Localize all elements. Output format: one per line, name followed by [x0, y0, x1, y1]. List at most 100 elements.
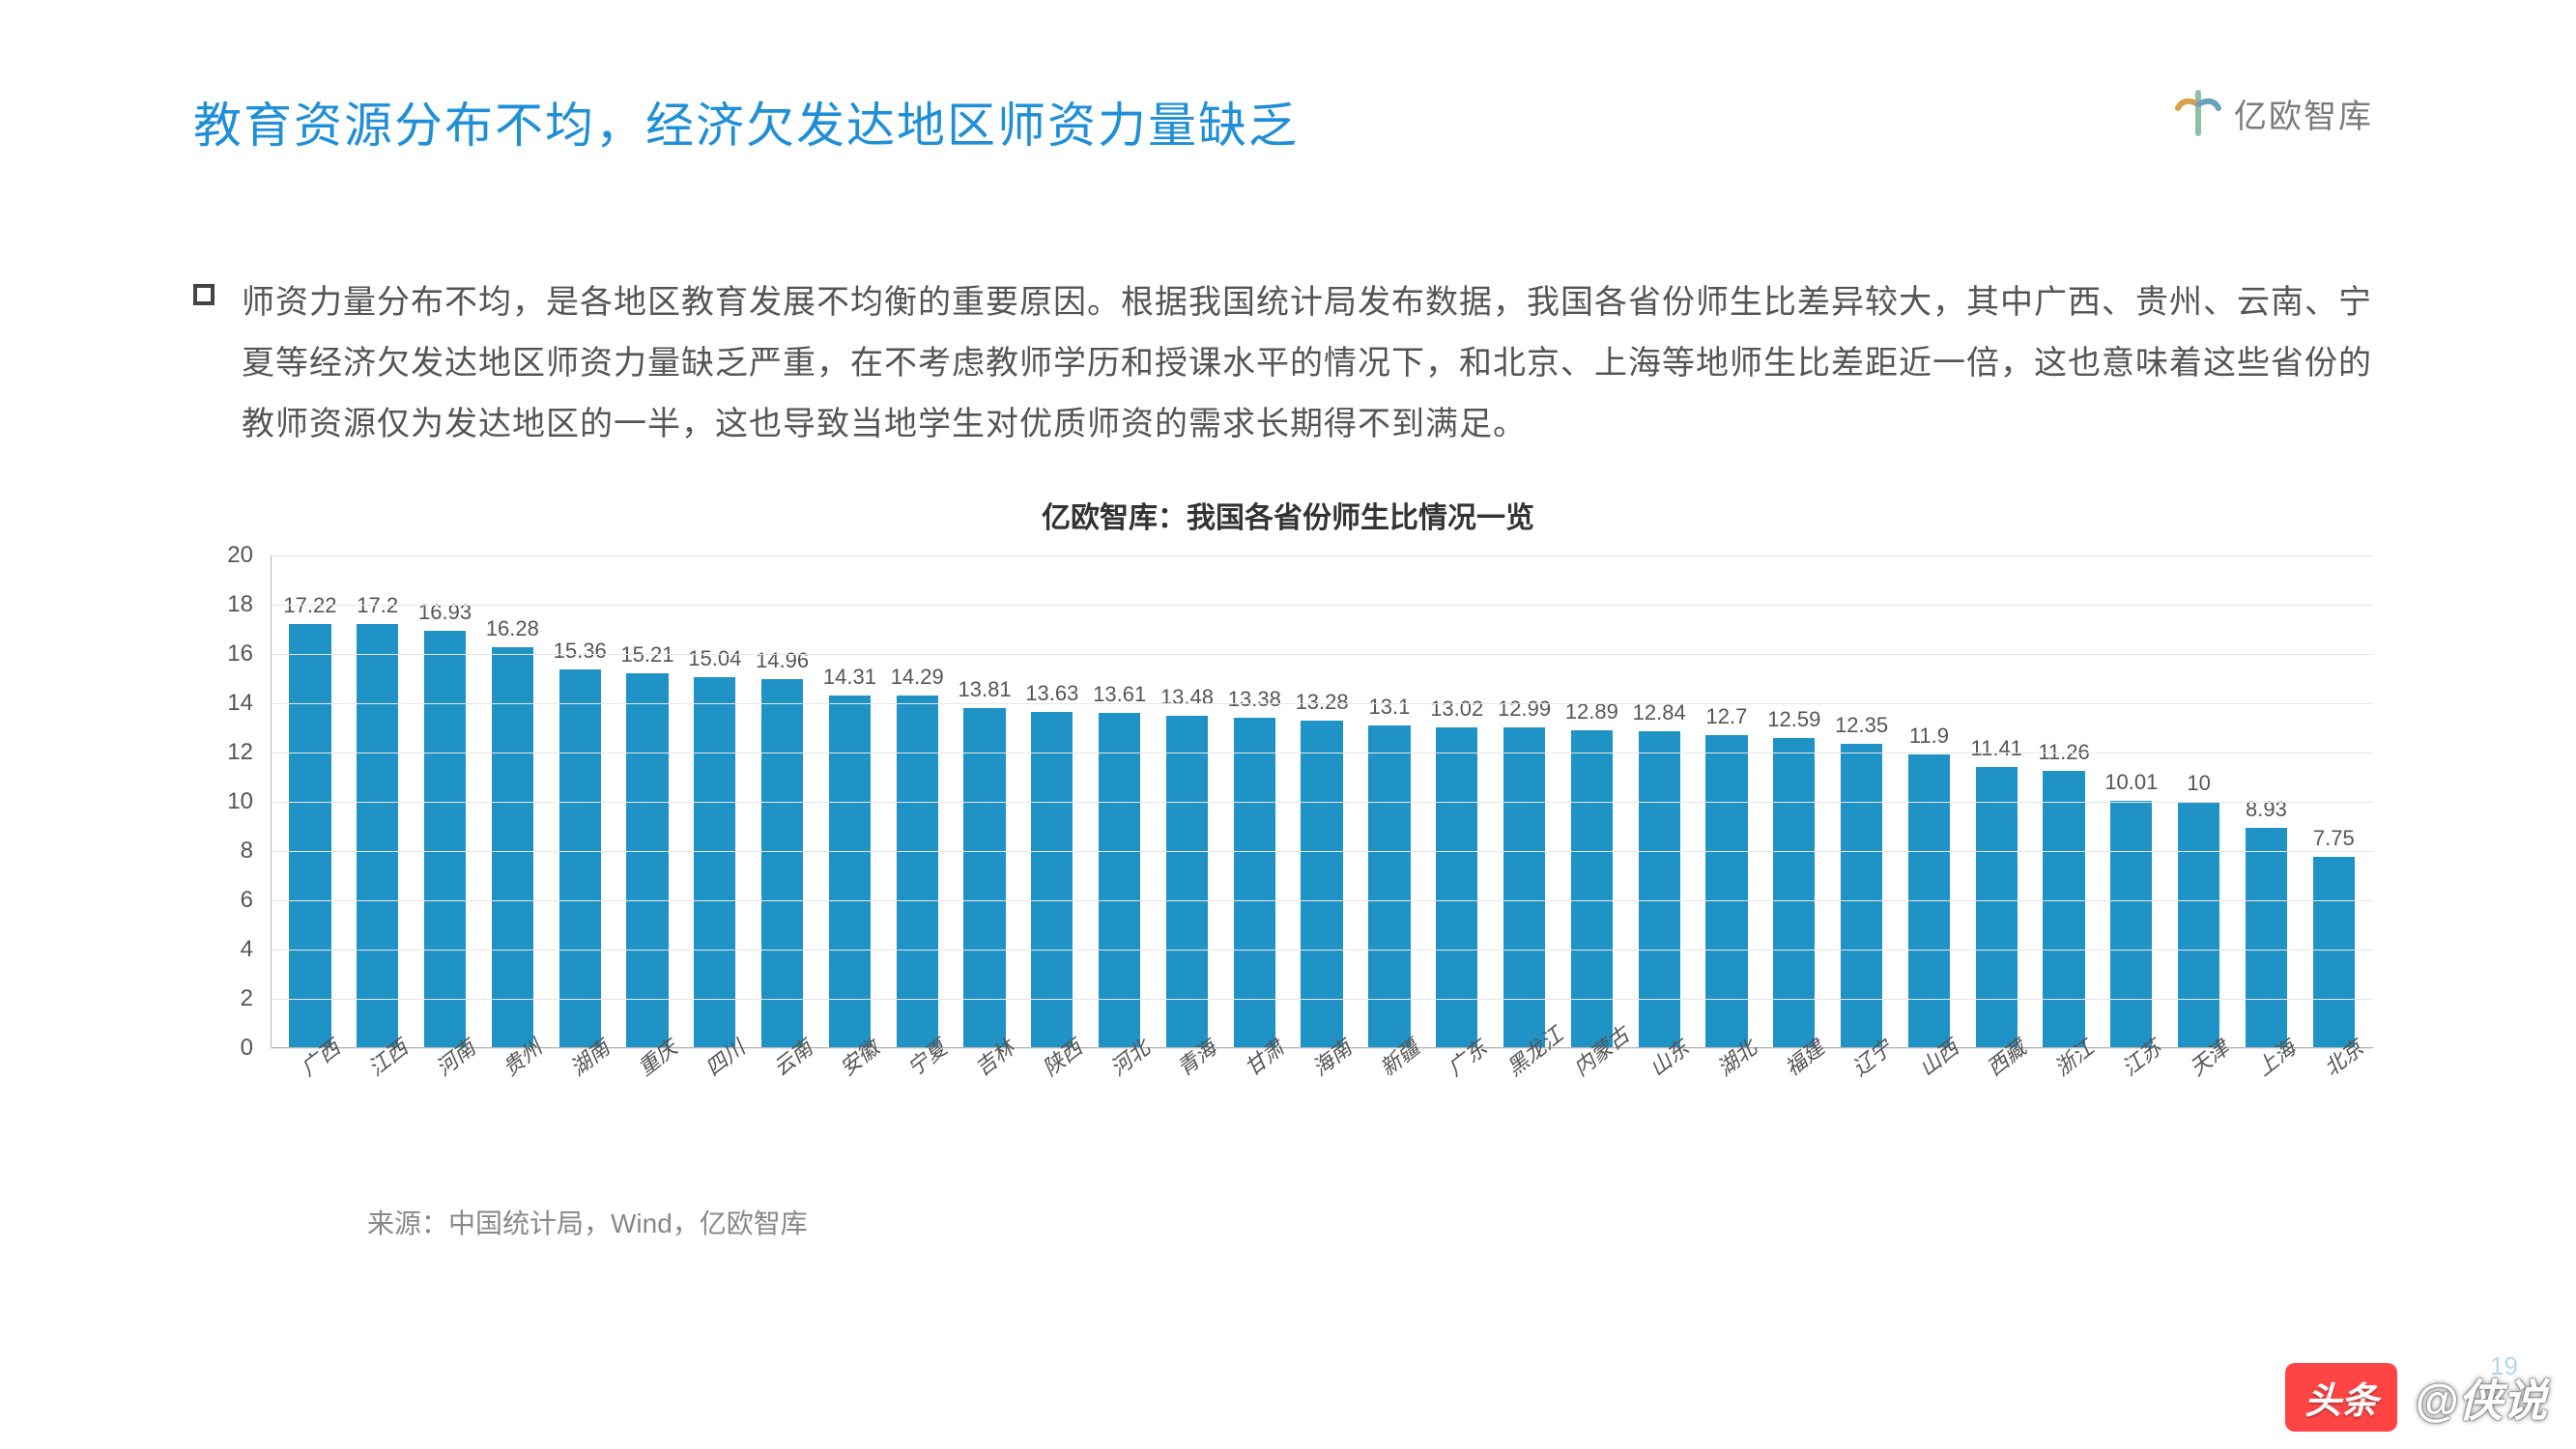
bar-rect: [559, 669, 601, 1048]
slide: 亿欧智库 教育资源分布不均，经济欠发达地区师资力量缺乏 师资力量分布不均，是各地…: [0, 0, 2576, 1449]
logo-text: 亿欧智库: [2234, 90, 2373, 137]
bar-value-label: 15.21: [620, 642, 673, 668]
bar-value-label: 12.7: [1706, 704, 1748, 729]
y-axis: 02468101214161820: [193, 555, 271, 1048]
y-tick-label: 18: [227, 591, 253, 618]
bar-value-label: 12.59: [1767, 707, 1820, 732]
watermark-text: @侠说: [2415, 1366, 2547, 1430]
bar-rect: [2043, 771, 2084, 1048]
plot-area: 17.2217.216.9316.2815.3615.2115.0414.961…: [271, 555, 2373, 1048]
logo: 亿欧智库: [2172, 87, 2373, 139]
bar-rect: [1705, 735, 1747, 1048]
chart-title: 亿欧智库：我国各省份师生比情况一览: [193, 494, 2383, 536]
gridline: [271, 999, 2373, 1000]
gridline: [271, 703, 2373, 704]
x-label: 黑龙江: [1491, 1048, 1559, 1116]
x-label: 海南: [1288, 1048, 1356, 1116]
bar-rect: [357, 624, 398, 1048]
bar-rect: [1841, 744, 1882, 1048]
y-tick-label: 16: [227, 640, 253, 668]
y-tick-label: 6: [241, 887, 253, 914]
x-label: 上海: [2233, 1048, 2301, 1116]
x-label: 河南: [412, 1048, 479, 1116]
bar-rect: [761, 679, 803, 1047]
gridline: [271, 802, 2373, 803]
bar-value-label: 13.48: [1160, 685, 1214, 710]
bar-value-label: 13.02: [1430, 696, 1483, 722]
gridline: [271, 605, 2373, 606]
x-label: 西藏: [1962, 1048, 2030, 1116]
gridline: [271, 950, 2373, 951]
gridline: [271, 851, 2373, 852]
x-label: 广西: [276, 1048, 344, 1116]
bar-value-label: 12.84: [1633, 700, 1686, 725]
y-tick-label: 0: [241, 1035, 253, 1062]
bar-rect: [1436, 727, 1477, 1048]
bar-rect: [2246, 828, 2287, 1048]
bar-rect: [2313, 857, 2355, 1048]
description-text: 师资力量分布不均，是各地区教育发展不均衡的重要原因。根据我国统计局发布数据，我国…: [242, 272, 2383, 455]
bar-value-label: 10: [2187, 771, 2210, 796]
gridline: [271, 654, 2373, 655]
x-label: 福建: [1760, 1048, 1828, 1116]
bar-rect: [1976, 767, 2018, 1048]
page-title: 教育资源分布不均，经济欠发达地区师资力量缺乏: [193, 87, 2383, 156]
gridline: [271, 900, 2373, 901]
bar-value-label: 17.2: [357, 593, 398, 618]
bar-rect: [2110, 801, 2152, 1047]
x-label: 云南: [749, 1048, 816, 1116]
watermark: 头条 @侠说: [2285, 1363, 2547, 1432]
y-tick-label: 14: [227, 690, 253, 717]
y-tick-label: 4: [241, 936, 253, 963]
bar-rect: [1773, 738, 1815, 1048]
logo-icon: [2172, 87, 2224, 139]
x-label: 北京: [2300, 1048, 2367, 1116]
y-tick-label: 8: [241, 838, 253, 865]
bar-value-label: 7.75: [2313, 826, 2355, 851]
x-label: 山西: [1896, 1048, 1963, 1116]
x-label: 天津: [2165, 1048, 2233, 1116]
x-label: 山东: [1625, 1048, 1693, 1116]
x-label: 河北: [1086, 1048, 1154, 1116]
bar-rect: [1571, 730, 1613, 1048]
bar-rect: [492, 647, 533, 1048]
y-tick-label: 20: [227, 542, 253, 569]
bar-rect: [1031, 712, 1073, 1048]
bar-rect: [2178, 802, 2219, 1048]
bar-rect: [289, 624, 330, 1048]
x-label: 甘肃: [1220, 1048, 1288, 1116]
x-label: 内蒙古: [1558, 1048, 1625, 1116]
bar-value-label: 13.81: [959, 677, 1012, 702]
bar-chart: 02468101214161820 17.2217.216.9316.2815.…: [193, 555, 2383, 1116]
y-tick-label: 10: [227, 788, 253, 815]
bar-value-label: 13.1: [1368, 695, 1410, 720]
bar-value-label: 14.31: [823, 665, 876, 690]
bar-value-label: 11.9: [1909, 724, 1949, 749]
x-label: 湖北: [1693, 1048, 1760, 1116]
x-label: 新疆: [1356, 1048, 1423, 1116]
y-tick-label: 2: [241, 985, 253, 1012]
description-block: 师资力量分布不均，是各地区教育发展不均衡的重要原因。根据我国统计局发布数据，我国…: [193, 272, 2383, 455]
x-axis-labels: 广西江西河南贵州湖南重庆四川云南安徽宁夏吉林陕西河北青海甘肃海南新疆广东黑龙江内…: [271, 1048, 2373, 1116]
bar-value-label: 15.04: [688, 646, 741, 671]
bar-rect: [1099, 713, 1140, 1048]
bar-rect: [829, 696, 871, 1048]
bar-rect: [694, 677, 735, 1048]
bar-value-label: 12.35: [1835, 713, 1888, 738]
x-label: 江西: [344, 1048, 412, 1116]
bar-value-label: 11.41: [1971, 736, 2022, 761]
gridline: [271, 555, 2373, 556]
bar-rect: [626, 673, 668, 1048]
bar-value-label: 16.28: [486, 616, 539, 641]
x-label: 青海: [1154, 1048, 1221, 1116]
bar-rect: [1639, 731, 1680, 1047]
x-label: 广东: [1423, 1048, 1491, 1116]
x-label: 吉林: [951, 1048, 1018, 1116]
x-label: 宁夏: [883, 1048, 951, 1116]
bar-rect: [1503, 727, 1545, 1047]
bar-value-label: 10.01: [2104, 770, 2158, 795]
source-text: 来源：中国统计局，Wind，亿欧智库: [367, 1203, 2383, 1241]
x-label: 陕西: [1018, 1048, 1086, 1116]
y-tick-label: 12: [227, 739, 253, 766]
bar-value-label: 14.29: [891, 665, 944, 690]
